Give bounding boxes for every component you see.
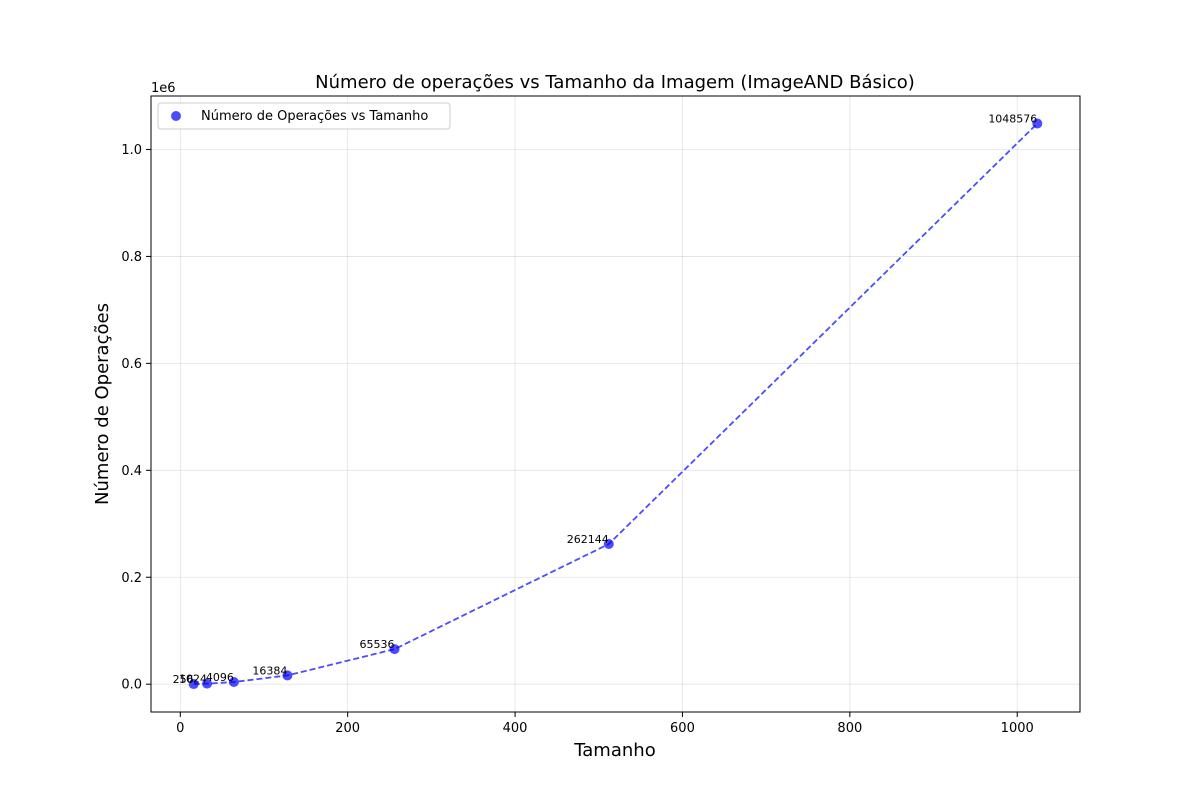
x-tick-label: 0: [176, 721, 184, 736]
chart-title: Número de operações vs Tamanho da Imagem…: [315, 72, 915, 93]
axis-ticks: 0 200 400 600 800 1000 0.0 0.2 0.4 0.6 0.8 1.0: [121, 143, 1033, 736]
legend-box: [157, 102, 451, 130]
x-tick-label: 400: [503, 721, 528, 736]
y-axis-label: Número de Operações: [92, 303, 113, 505]
legend: Número de Operações vs Tamanho: [157, 102, 451, 130]
data-point: [202, 678, 213, 689]
data-point-label: 65536: [360, 638, 395, 651]
plot-frame: [150, 95, 1081, 713]
data-point-label: 4096: [206, 671, 234, 684]
data-point: [188, 679, 199, 690]
y-axis-offset-label: 1e6: [151, 81, 176, 96]
legend-label: Número de Operações vs Tamanho: [201, 109, 428, 124]
data-point: [228, 677, 239, 688]
y-tick-label: 0.4: [121, 464, 142, 479]
y-tick-label: 0.8: [121, 250, 142, 265]
x-tick-label: 600: [670, 721, 695, 736]
y-tick-label: 0.6: [121, 357, 142, 372]
y-tick-label: 0.2: [121, 571, 142, 586]
x-tick-label: 1000: [1001, 721, 1034, 736]
y-tick-label: 1.0: [121, 143, 142, 158]
data-point: [603, 539, 614, 550]
legend-marker: [171, 111, 181, 121]
data-point-label: 256: [173, 673, 194, 686]
series-layer: [188, 118, 1043, 690]
grid-lines: [151, 96, 1080, 712]
data-point-label: 1024: [179, 673, 207, 686]
data-point-label: 16384: [252, 664, 287, 677]
data-point: [389, 644, 400, 655]
data-point-label: 1048576: [988, 112, 1037, 125]
x-tick-label: 200: [335, 721, 360, 736]
x-axis-label: Tamanho: [573, 740, 655, 761]
data-point-label: 262144: [567, 533, 609, 546]
y-tick-label: 0.0: [121, 678, 142, 693]
data-point: [1032, 118, 1043, 129]
x-tick-label: 800: [837, 721, 862, 736]
data-point: [282, 670, 293, 681]
